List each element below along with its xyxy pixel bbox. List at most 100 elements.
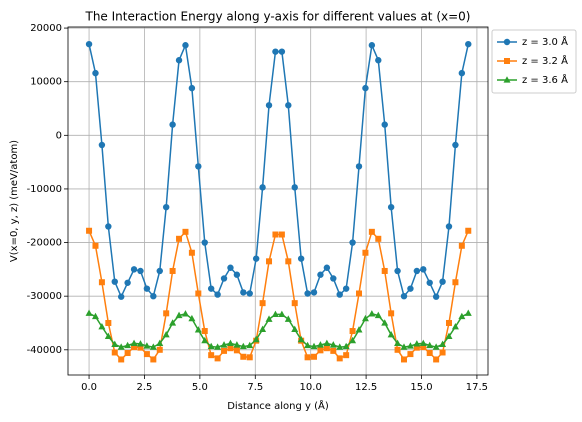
marker: [458, 312, 466, 320]
y-tick-label: 20000: [30, 23, 62, 34]
marker: [458, 69, 466, 77]
marker: [400, 292, 408, 300]
marker: [259, 184, 266, 191]
marker: [420, 344, 427, 351]
marker: [278, 231, 285, 238]
marker: [349, 336, 357, 344]
marker: [336, 355, 343, 362]
y-axis-label: V(x=0, y, z) (meV/atom): [9, 140, 20, 262]
marker: [387, 203, 395, 211]
marker: [426, 350, 433, 357]
x-tick-label: 5.0: [192, 382, 208, 393]
marker: [143, 342, 151, 349]
marker: [311, 353, 318, 360]
marker: [323, 264, 331, 271]
marker: [214, 355, 221, 362]
series-line: [88, 230, 469, 361]
marker: [233, 347, 240, 354]
marker: [207, 342, 215, 350]
legend-label: z = 3.6 Å: [522, 73, 568, 86]
marker: [194, 326, 202, 333]
marker: [361, 314, 369, 322]
marker: [201, 239, 208, 246]
marker: [433, 356, 440, 363]
marker: [111, 349, 118, 356]
marker: [278, 310, 286, 318]
x-tick-label: 2.5: [137, 382, 153, 393]
y-tick-label: -30000: [27, 291, 62, 302]
marker: [413, 344, 420, 351]
marker: [240, 353, 247, 360]
marker: [349, 239, 356, 246]
marker: [356, 290, 363, 297]
marker: [323, 339, 331, 346]
marker: [105, 223, 112, 230]
marker: [104, 332, 112, 339]
marker: [195, 290, 202, 297]
marker: [465, 227, 472, 234]
marker: [420, 266, 427, 273]
marker: [201, 336, 209, 344]
marker: [445, 319, 452, 326]
marker: [221, 347, 228, 354]
marker: [465, 40, 472, 48]
marker: [227, 345, 234, 352]
marker: [304, 290, 311, 297]
marker: [259, 325, 267, 333]
marker: [297, 335, 305, 343]
marker: [406, 342, 414, 349]
marker: [156, 346, 163, 353]
marker: [175, 57, 183, 64]
marker: [452, 141, 459, 149]
x-tick-label: 17.5: [466, 382, 488, 393]
marker: [149, 343, 157, 350]
marker: [111, 278, 118, 285]
marker: [304, 354, 311, 361]
marker: [342, 285, 350, 292]
marker: [214, 343, 222, 350]
marker: [98, 141, 106, 149]
marker: [188, 84, 196, 92]
x-tick-label: 12.5: [355, 382, 377, 393]
marker: [85, 40, 93, 48]
marker: [98, 322, 106, 330]
marker: [195, 163, 202, 170]
marker: [220, 275, 228, 282]
chart-title: The Interaction Energy along y-axis for …: [85, 10, 471, 24]
marker: [226, 339, 234, 346]
marker: [105, 319, 112, 326]
marker: [316, 341, 324, 348]
marker: [388, 310, 395, 317]
marker: [407, 351, 414, 358]
marker: [136, 340, 144, 347]
marker: [208, 352, 215, 359]
marker: [265, 102, 273, 109]
marker: [381, 121, 388, 128]
marker: [355, 326, 363, 333]
marker: [91, 312, 99, 320]
marker: [162, 203, 170, 211]
marker: [503, 76, 511, 83]
marker: [349, 328, 356, 335]
marker: [176, 235, 183, 242]
marker: [124, 350, 131, 357]
marker: [246, 354, 253, 361]
marker: [387, 330, 395, 338]
marker: [336, 343, 344, 350]
marker: [227, 264, 234, 271]
marker: [272, 48, 279, 55]
marker: [439, 278, 446, 285]
marker: [317, 271, 324, 278]
marker: [343, 352, 350, 359]
marker: [401, 356, 407, 363]
marker: [272, 231, 279, 238]
marker: [143, 285, 151, 292]
marker: [169, 319, 177, 326]
marker: [439, 349, 446, 356]
x-tick-label: 10.0: [300, 382, 322, 393]
marker: [419, 339, 427, 346]
marker: [92, 242, 99, 249]
marker: [92, 69, 99, 77]
marker: [246, 341, 254, 349]
